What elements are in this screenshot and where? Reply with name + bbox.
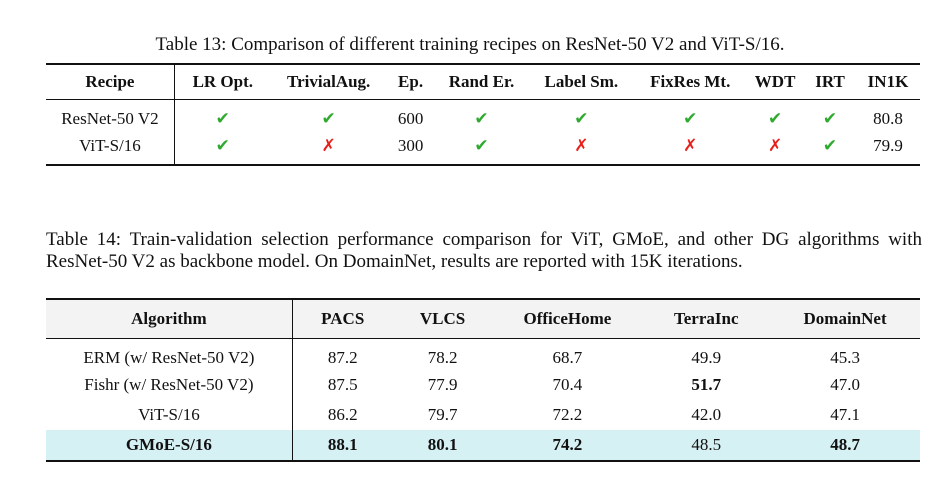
check-icon: ✔ bbox=[434, 131, 529, 166]
domainnet-cell: 47.0 bbox=[830, 375, 860, 394]
cross-icon: ✗ bbox=[746, 131, 805, 166]
table-row: Fishr (w/ ResNet-50 V2) 87.5 77.9 70.4 5… bbox=[46, 370, 920, 400]
recipe-cell: ResNet-50 V2 bbox=[46, 99, 175, 131]
pacs-cell-best: 88.1 bbox=[292, 430, 393, 462]
check-icon: ✔ bbox=[683, 108, 698, 129]
epochs-cell: 300 bbox=[386, 131, 435, 166]
col-vlcs: VLCS bbox=[392, 298, 493, 339]
vlcs-cell: 78.2 bbox=[427, 348, 458, 367]
check-icon: ✔ bbox=[474, 108, 489, 129]
col-lr-opt: LR Opt. bbox=[174, 63, 271, 100]
algorithm-cell: Fishr (w/ ResNet-50 V2) bbox=[46, 370, 293, 400]
table-row-highlighted: GMoE-S/16 88.1 80.1 74.2 48.5 48.7 bbox=[46, 430, 920, 462]
col-label-sm: Label Sm. bbox=[528, 63, 635, 100]
terrainc-cell: 48.5 bbox=[642, 430, 771, 462]
col-domainnet: DomainNet bbox=[770, 298, 920, 339]
table-row: ViT-S/16 86.2 79.7 72.2 42.0 47.1 bbox=[46, 400, 920, 430]
check-icon: ✔ bbox=[822, 108, 838, 129]
check-icon: ✔ bbox=[804, 131, 856, 166]
algorithm-cell: GMoE-S/16 bbox=[46, 430, 293, 462]
col-irt: IRT bbox=[804, 63, 856, 100]
table-row: ResNet-50 V2 ✔ ✔ 600 ✔ ✔ ✔ ✔ ✔ 80.8 bbox=[46, 99, 920, 131]
col-fixres-mt: FixRes Mt. bbox=[634, 63, 747, 100]
terrainc-cell: 42.0 bbox=[691, 405, 722, 424]
check-icon: ✔ bbox=[174, 131, 271, 166]
algorithm-cell: ViT-S/16 bbox=[46, 400, 293, 430]
col-officehome: OfficeHome bbox=[492, 298, 643, 339]
recipe-cell: ViT-S/16 bbox=[46, 131, 175, 166]
domainnet-cell-best: 48.7 bbox=[770, 430, 920, 462]
col-in1k: IN1K bbox=[855, 63, 920, 100]
table13-header-row: Recipe LR Opt. TrivialAug. Ep. Rand Er. … bbox=[46, 63, 920, 100]
domainnet-cell: 47.1 bbox=[830, 405, 860, 424]
officehome-cell: 70.4 bbox=[552, 375, 583, 394]
col-recipe: Recipe bbox=[46, 63, 175, 100]
check-icon: ✔ bbox=[574, 108, 589, 129]
terrainc-cell-best: 51.7 bbox=[691, 375, 722, 394]
vlcs-cell-best: 80.1 bbox=[392, 430, 493, 462]
cross-icon: ✗ bbox=[634, 131, 747, 166]
vlcs-cell: 79.7 bbox=[427, 405, 458, 424]
cross-icon: ✗ bbox=[528, 131, 635, 166]
col-terrainc: TerraInc bbox=[642, 298, 771, 339]
check-icon: ✔ bbox=[767, 108, 783, 129]
col-wdt: WDT bbox=[746, 63, 805, 100]
check-icon: ✔ bbox=[321, 108, 336, 129]
epochs-cell: 600 bbox=[397, 108, 424, 128]
table14-caption: Table 14: Train-validation selection per… bbox=[46, 229, 922, 272]
col-rand-er: Rand Er. bbox=[434, 63, 529, 100]
in1k-cell: 80.8 bbox=[873, 108, 903, 128]
domainnet-cell: 45.3 bbox=[830, 348, 860, 367]
table13-recipes: Recipe LR Opt. TrivialAug. Ep. Rand Er. … bbox=[46, 63, 920, 166]
col-trivialaug: TrivialAug. bbox=[270, 63, 387, 100]
check-icon: ✔ bbox=[215, 108, 230, 129]
table-row: ERM (w/ ResNet-50 V2) 87.2 78.2 68.7 49.… bbox=[46, 338, 920, 370]
table-row: ViT-S/16 ✔ ✗ 300 ✔ ✗ ✗ ✗ ✔ 79.9 bbox=[46, 131, 920, 166]
col-pacs: PACS bbox=[292, 298, 393, 339]
pacs-cell: 86.2 bbox=[327, 405, 358, 424]
terrainc-cell: 49.9 bbox=[691, 348, 722, 367]
table14-header-row: Algorithm PACS VLCS OfficeHome TerraInc … bbox=[46, 298, 920, 339]
algorithm-cell: ERM (w/ ResNet-50 V2) bbox=[46, 338, 293, 370]
table13-caption: Table 13: Comparison of different traini… bbox=[155, 34, 785, 55]
pacs-cell: 87.5 bbox=[327, 375, 358, 394]
in1k-cell: 79.9 bbox=[855, 131, 920, 166]
table14-dg-comparison: Algorithm PACS VLCS OfficeHome TerraInc … bbox=[46, 298, 920, 462]
col-algorithm: Algorithm bbox=[46, 298, 293, 339]
pacs-cell: 87.2 bbox=[327, 348, 358, 367]
col-ep: Ep. bbox=[386, 63, 435, 100]
officehome-cell: 68.7 bbox=[552, 348, 583, 367]
officehome-cell: 72.2 bbox=[552, 405, 583, 424]
cross-icon: ✗ bbox=[270, 131, 387, 166]
vlcs-cell: 77.9 bbox=[427, 375, 458, 394]
officehome-cell-best: 74.2 bbox=[492, 430, 643, 462]
